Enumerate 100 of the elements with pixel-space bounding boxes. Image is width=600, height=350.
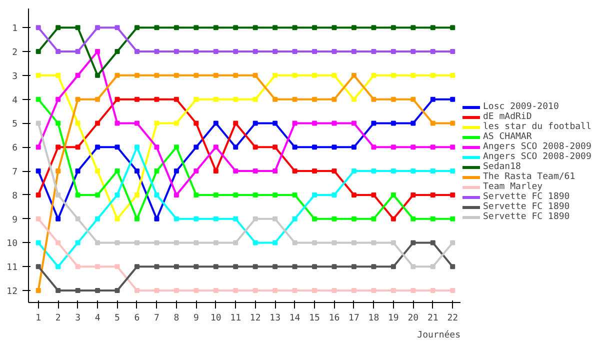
point <box>371 216 376 222</box>
point <box>56 192 61 198</box>
x-tick-label: 20 <box>408 314 419 324</box>
point <box>272 144 278 150</box>
point <box>95 120 100 126</box>
point <box>450 96 456 102</box>
x-tick-label: 4 <box>94 314 100 324</box>
point <box>252 72 258 78</box>
point <box>332 96 337 102</box>
point <box>134 168 140 174</box>
legend-label: AS CHAMAR <box>483 132 532 142</box>
point <box>213 144 218 150</box>
point <box>351 264 356 270</box>
point <box>410 168 416 174</box>
point <box>154 49 160 54</box>
x-axis-title: Journées <box>417 330 461 340</box>
point <box>312 120 318 126</box>
x-tick-label: 7 <box>154 314 160 324</box>
point <box>36 216 41 222</box>
point <box>371 240 376 246</box>
x-tick-label: 10 <box>210 314 222 324</box>
point <box>292 264 298 270</box>
point <box>272 264 278 270</box>
x-tick-label: 12 <box>250 314 261 324</box>
point <box>312 144 318 150</box>
point <box>351 25 356 30</box>
legend-label: dE mAdRiD <box>483 112 532 122</box>
point <box>371 288 376 294</box>
point <box>272 72 278 78</box>
point <box>114 168 120 174</box>
point <box>272 168 278 174</box>
point <box>252 120 258 126</box>
point <box>174 72 179 78</box>
point <box>233 96 238 102</box>
x-tick-label: 6 <box>134 314 140 324</box>
point <box>351 216 356 222</box>
point <box>56 96 61 102</box>
point <box>312 240 318 246</box>
point <box>114 72 120 78</box>
point <box>36 288 41 294</box>
point <box>75 72 80 78</box>
point <box>332 288 337 294</box>
point <box>233 240 238 246</box>
legend-label: les star du football <box>483 122 592 132</box>
point <box>390 168 396 174</box>
point <box>410 216 416 222</box>
point <box>36 49 41 54</box>
y-tick-label: 1 <box>12 24 18 34</box>
point <box>95 72 100 78</box>
point <box>36 25 41 30</box>
point <box>194 120 199 126</box>
point <box>450 192 456 198</box>
x-tick-label: 19 <box>388 314 399 324</box>
point <box>213 192 218 198</box>
point <box>450 72 456 78</box>
point <box>114 120 120 126</box>
x-tick-label: 14 <box>289 314 300 324</box>
x-tick-label: 3 <box>75 314 81 324</box>
point <box>114 96 120 102</box>
point <box>312 264 318 270</box>
point <box>154 168 160 174</box>
point <box>194 96 199 102</box>
point <box>233 216 238 222</box>
point <box>194 288 199 294</box>
point <box>332 168 337 174</box>
point <box>450 168 456 174</box>
point <box>371 192 376 198</box>
point <box>430 120 436 126</box>
point <box>194 216 199 222</box>
point <box>36 72 41 78</box>
point <box>410 240 416 246</box>
point <box>36 120 41 126</box>
point <box>213 168 218 174</box>
legend-label: Sedan18 <box>483 162 521 172</box>
point <box>272 216 278 222</box>
legend-label: Servette FC 1890 <box>483 202 570 212</box>
point <box>194 264 199 270</box>
point <box>272 288 278 294</box>
point <box>272 240 278 246</box>
legend-label: Angers SCO 2008-2009 <box>483 142 592 152</box>
point <box>56 264 61 270</box>
point <box>252 192 258 198</box>
point <box>213 120 218 126</box>
point <box>36 192 41 198</box>
point <box>233 192 238 198</box>
point <box>252 49 258 54</box>
point <box>272 25 278 30</box>
point <box>174 168 179 174</box>
point <box>154 96 160 102</box>
point <box>154 72 160 78</box>
point <box>292 168 298 174</box>
point <box>312 288 318 294</box>
point <box>95 96 100 102</box>
point <box>194 240 199 246</box>
point <box>351 240 356 246</box>
point <box>410 25 416 30</box>
point <box>272 49 278 54</box>
point <box>390 288 396 294</box>
point <box>410 264 416 270</box>
point <box>75 216 80 222</box>
